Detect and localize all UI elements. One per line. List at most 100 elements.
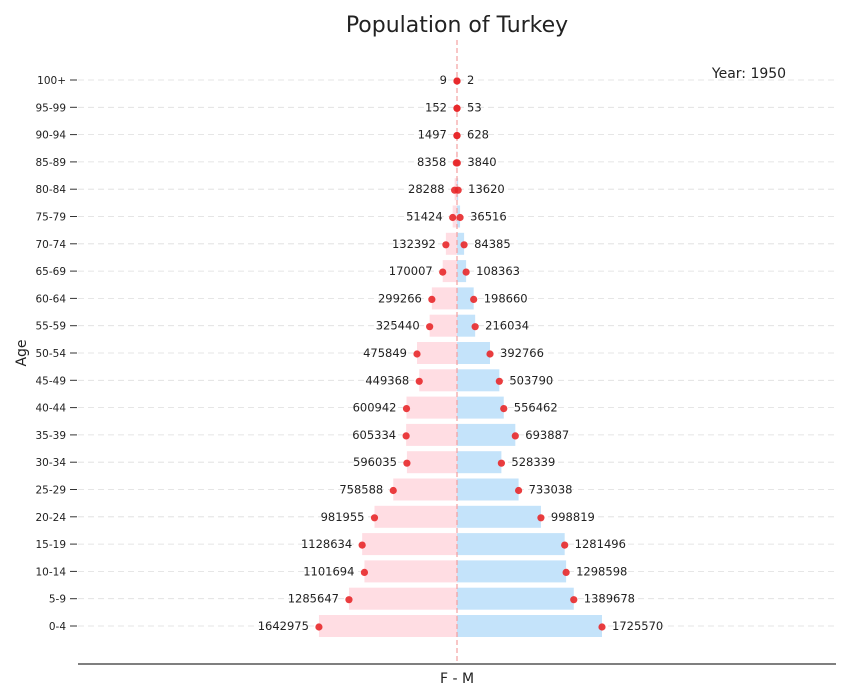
male-point-45-49 <box>495 377 503 385</box>
male-value-label-25-29: 733038 <box>529 483 573 497</box>
male-point-60-64 <box>470 295 478 303</box>
female-value-label-10-14: 1101694 <box>303 564 354 578</box>
tick-layer: 0-4 5-9 10-14 15-19 20-24 25-29 30-34 35-39 40-4… <box>35 75 77 633</box>
y-tick-label-100plus: 100+ <box>37 75 66 87</box>
y-tick-label-10-14: 10-14 <box>35 566 66 578</box>
female-value-label-40-44: 600942 <box>353 401 397 415</box>
female-bar-35-39 <box>406 423 457 446</box>
male-value-label-45-49: 503790 <box>509 373 553 387</box>
female-point-15-19 <box>358 541 366 549</box>
y-axis-label: Age <box>14 339 30 366</box>
female-point-75-79 <box>449 213 457 222</box>
male-bar-45-49 <box>457 369 500 392</box>
female-bar-65-69 <box>442 260 457 283</box>
male-point-90-94 <box>453 132 461 140</box>
male-point-35-39 <box>511 432 519 440</box>
female-value-label-70-74: 132392 <box>392 237 436 251</box>
female-value-label-80-84: 28288 <box>408 182 445 196</box>
y-tick-label-15-19: 15-19 <box>35 539 66 551</box>
male-point-50-54 <box>486 350 494 358</box>
female-point-20-24 <box>370 514 379 522</box>
female-value-label-85-89: 8358 <box>417 155 446 169</box>
female-bar-30-34 <box>406 451 457 474</box>
male-point-65-69 <box>462 268 470 276</box>
male-value-label-100plus: 2 <box>467 73 474 87</box>
male-value-label-65-69: 108363 <box>476 264 520 278</box>
chart-title: Population of Turkey <box>346 13 568 38</box>
female-bar-50-54 <box>417 342 457 364</box>
female-bar-0-4 <box>318 615 457 637</box>
female-value-label-15-19: 1128634 <box>301 537 352 551</box>
male-point-0-4 <box>598 623 606 631</box>
male-bar-60-64 <box>457 287 474 310</box>
male-bar-5-9 <box>457 587 574 610</box>
y-tick-label-60-64: 60-64 <box>35 293 66 305</box>
female-point-5-9 <box>345 596 353 604</box>
female-point-65-69 <box>439 268 447 276</box>
female-point-50-54 <box>413 350 421 358</box>
female-value-label-90-94: 1497 <box>418 128 447 142</box>
male-point-20-24 <box>537 514 545 522</box>
male-value-label-90-94: 628 <box>467 128 489 142</box>
male-value-label-85-89: 3840 <box>467 155 496 169</box>
female-value-label-0-4: 1642975 <box>258 619 309 633</box>
male-bar-40-44 <box>457 396 504 419</box>
year-annotation: Year: 1950 <box>711 66 786 82</box>
y-tick-label-25-29: 25-29 <box>35 485 66 497</box>
male-point-75-79 <box>456 213 464 222</box>
male-point-5-9 <box>570 596 578 604</box>
female-bar-15-19 <box>362 533 457 556</box>
male-value-label-20-24: 998819 <box>551 510 595 524</box>
male-value-label-70-74: 84385 <box>474 237 511 251</box>
female-value-label-55-59: 325440 <box>376 319 420 333</box>
male-value-label-30-34: 528339 <box>511 455 555 469</box>
male-bar-15-19 <box>457 533 565 556</box>
male-bar-65-69 <box>457 260 467 283</box>
female-point-55-59 <box>426 323 434 331</box>
male-bar-0-4 <box>457 615 602 637</box>
female-bar-25-29 <box>393 478 457 501</box>
male-value-label-95-99: 53 <box>467 100 482 114</box>
y-tick-label-35-39: 35-39 <box>35 430 66 442</box>
male-value-label-40-44: 556462 <box>514 401 558 415</box>
x-axis-label: F - M <box>440 671 474 687</box>
female-point-70-74 <box>442 241 450 249</box>
male-point-15-19 <box>561 541 569 549</box>
y-tick-label-85-89: 85-89 <box>35 157 66 169</box>
female-point-30-34 <box>403 459 411 467</box>
female-point-35-39 <box>402 432 410 440</box>
female-point-40-44 <box>402 405 411 413</box>
female-point-25-29 <box>389 486 397 495</box>
female-bar-5-9 <box>348 587 457 610</box>
y-tick-label-65-69: 65-69 <box>35 266 66 278</box>
male-value-label-10-14: 1298598 <box>576 564 627 578</box>
y-tick-label-40-44: 40-44 <box>35 403 66 415</box>
male-bar-50-54 <box>457 342 491 364</box>
male-point-55-59 <box>471 323 479 331</box>
male-point-10-14 <box>562 568 570 577</box>
female-value-label-100plus: 9 <box>440 73 447 87</box>
male-point-95-99 <box>453 104 461 112</box>
y-tick-label-55-59: 55-59 <box>35 321 66 333</box>
female-value-label-50-54: 475849 <box>363 346 407 360</box>
male-point-100plus <box>453 77 461 85</box>
female-bar-10-14 <box>364 560 457 583</box>
y-tick-label-50-54: 50-54 <box>35 348 66 360</box>
y-tick-label-20-24: 20-24 <box>35 512 66 524</box>
male-bar-10-14 <box>457 560 567 583</box>
male-value-label-0-4: 1725570 <box>612 619 663 633</box>
male-point-40-44 <box>500 405 508 413</box>
female-point-10-14 <box>360 568 369 577</box>
female-value-label-75-79: 51424 <box>406 210 443 224</box>
male-value-label-60-64: 198660 <box>484 291 528 305</box>
male-value-label-75-79: 36516 <box>470 210 507 224</box>
male-point-70-74 <box>460 241 468 249</box>
male-value-label-80-84: 13620 <box>468 182 505 196</box>
female-point-60-64 <box>428 295 436 303</box>
y-tick-label-95-99: 95-99 <box>35 102 66 114</box>
female-value-label-30-34: 596035 <box>353 455 397 469</box>
male-bar-35-39 <box>457 423 516 446</box>
male-point-30-34 <box>497 459 505 467</box>
label-layer: 1642975 1725570 1285647 1389678 1101694 12985… <box>258 73 663 633</box>
